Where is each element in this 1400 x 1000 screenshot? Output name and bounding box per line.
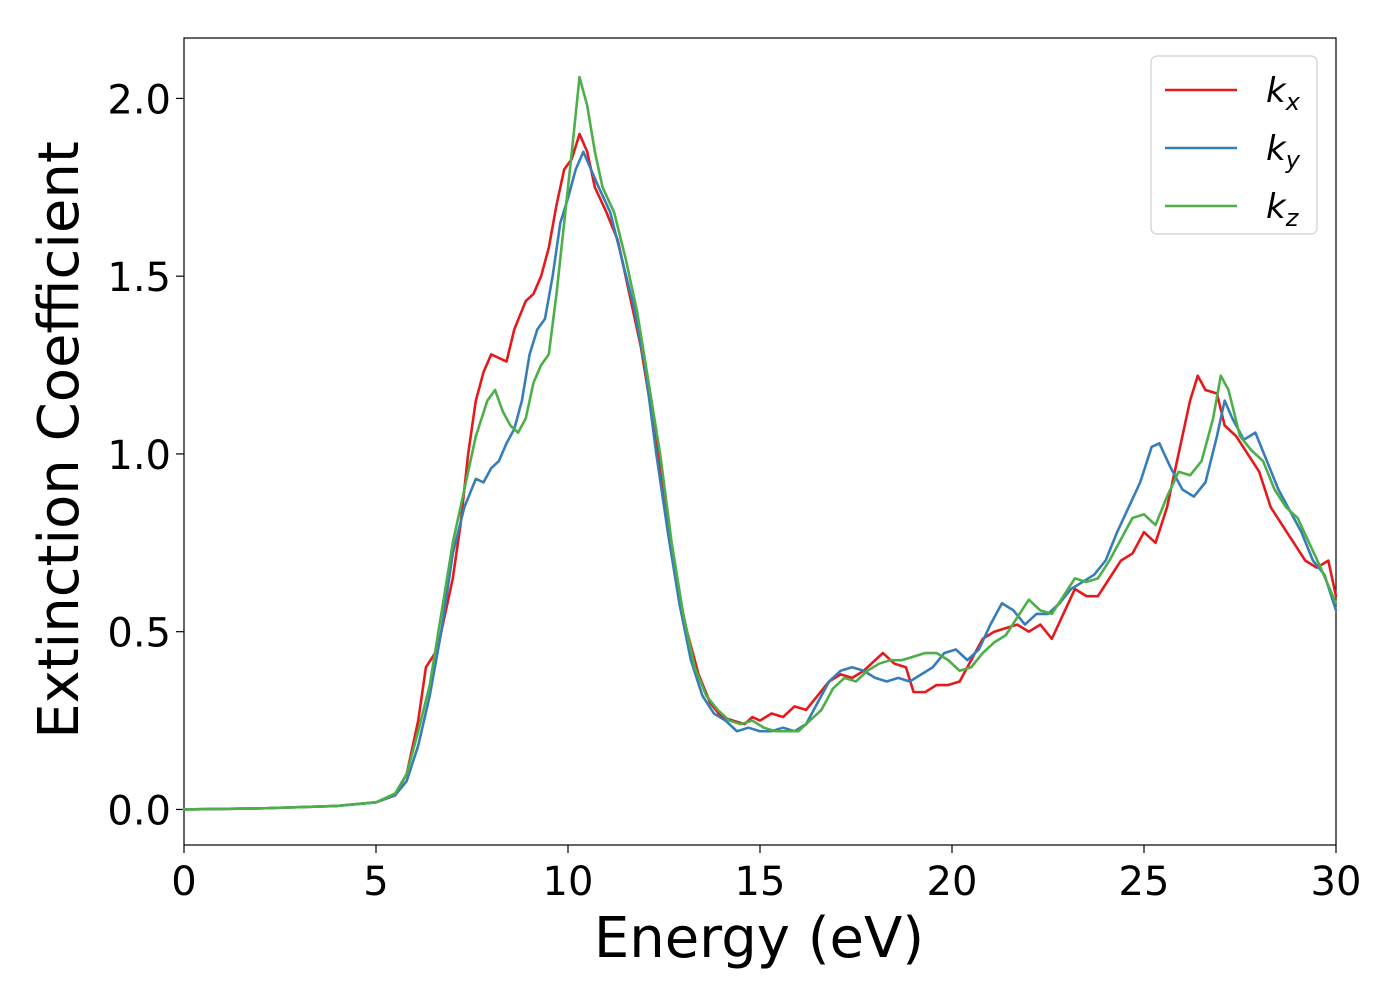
x-tick-label: 30	[1311, 859, 1362, 905]
legend-label-2: kz	[1266, 187, 1300, 232]
x-tick-label: 5	[363, 859, 388, 905]
y-tick-label: 0.0	[107, 788, 171, 834]
x-axis-label: Energy (eV)	[594, 906, 924, 971]
y-axis-label: Extinction Coefficient	[27, 141, 92, 739]
y-tick-label: 1.0	[107, 433, 171, 479]
y-tick-label: 2.0	[107, 77, 171, 123]
legend-label-subscript-2: z	[1285, 204, 1300, 232]
legend-label-subscript-0: x	[1285, 88, 1301, 116]
legend-label-0: kx	[1266, 71, 1301, 116]
x-tick-label: 20	[927, 859, 978, 905]
x-tick-label: 15	[735, 859, 786, 905]
y-tick-label: 0.5	[107, 611, 171, 657]
legend-label-base-0: k	[1266, 71, 1287, 111]
legend-label-1: ky	[1266, 129, 1301, 174]
legend-box	[1150, 55, 1318, 235]
x-tick-label: 25	[1119, 859, 1170, 905]
series-line-1	[182, 150, 1338, 811]
series-line-2	[182, 75, 1338, 811]
x-tick-label: 10	[543, 859, 594, 905]
legend-label-subscript-1: y	[1285, 146, 1301, 174]
series-line-0	[182, 132, 1338, 811]
legend-label-base-2: k	[1266, 187, 1287, 227]
y-tick-label: 1.5	[107, 255, 171, 301]
legend-label-base-1: k	[1266, 129, 1287, 169]
x-tick-label: 0	[171, 859, 196, 905]
